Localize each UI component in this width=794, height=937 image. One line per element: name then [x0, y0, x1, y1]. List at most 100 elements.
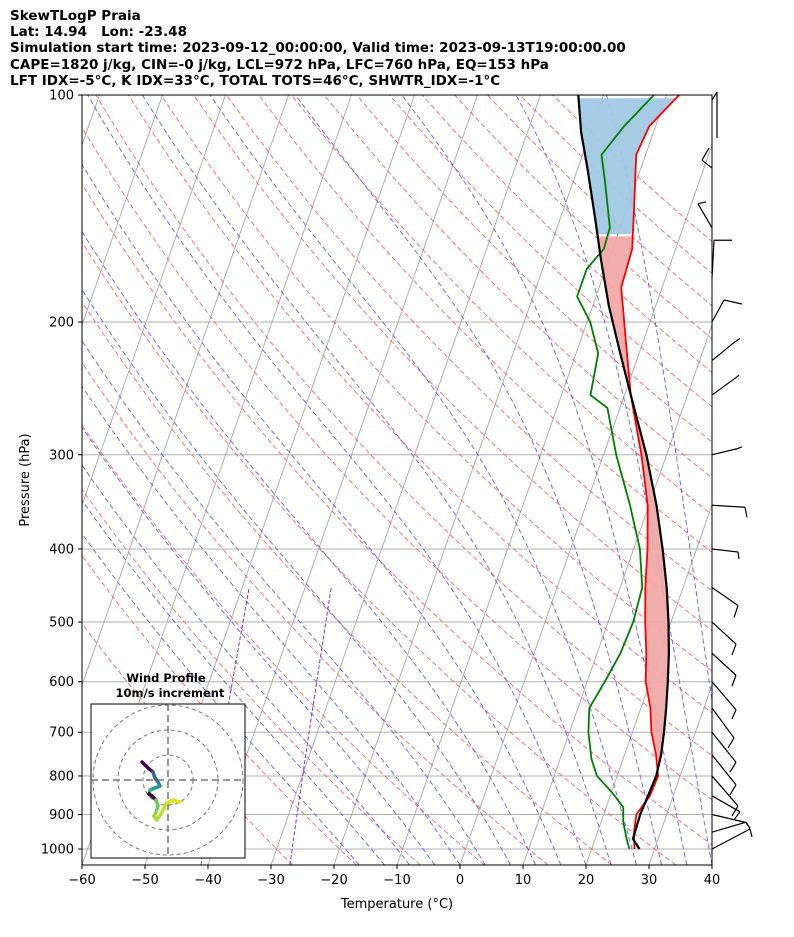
dry-adiabat-line [82, 126, 712, 801]
x-tick-label: 30 [641, 873, 658, 888]
reference-lines [82, 95, 712, 865]
moist-adiabat-line [209, 95, 637, 865]
y-tick-label: 300 [49, 448, 74, 463]
inset-title: Wind Profile [126, 671, 206, 685]
cape-cin-indices: CAPE=1820 j/kg, CIN=-0 j/kg, LCL=972 hPa… [10, 57, 549, 73]
wind-barb [701, 147, 713, 169]
dry-adiabat-line [160, 95, 712, 672]
x-tick-label: 40 [704, 873, 721, 888]
cape-area [597, 236, 669, 796]
dry-adiabat-line [258, 95, 712, 554]
isotherm-line [459, 143, 712, 865]
dry-adiabat-line [82, 183, 712, 846]
wind-barb [711, 775, 739, 817]
dry-adiabat-line [193, 95, 712, 632]
y-tick-label: 100 [49, 89, 74, 104]
wind-barbs [697, 91, 753, 850]
y-axis-label: Pressure (hPa) [18, 433, 33, 526]
wind-barb [711, 795, 741, 821]
wind-barb [711, 652, 737, 687]
wind-barb [711, 821, 751, 833]
isotherm-line [207, 95, 478, 865]
hodograph-trace [148, 784, 162, 792]
dry-adiabat-line [82, 300, 613, 865]
cin-area-upper [578, 98, 676, 235]
moist-adiabat-line [82, 464, 410, 865]
wind-barb [711, 446, 743, 456]
wind-barb [711, 338, 741, 362]
moist-adiabat-line [82, 288, 511, 865]
x-tick-label: −10 [383, 873, 410, 888]
profile-lines [576, 95, 680, 850]
y-tick-label: 400 [49, 542, 74, 557]
simulation-times: Simulation start time: 2023-09-12_00:00:… [10, 40, 626, 56]
wind-barb [711, 374, 740, 396]
wind-barb [711, 299, 743, 323]
isotherm-line [82, 95, 289, 687]
y-tick-label: 1000 [41, 843, 74, 858]
moist-adiabat-line [515, 95, 712, 865]
isotherm-line [82, 95, 226, 507]
wind-profile-inset: Wind Profile 10m/s increment [90, 671, 246, 859]
x-tick-label: 0 [456, 873, 464, 888]
moist-adiabat-line [82, 385, 461, 865]
x-tick-label: 20 [578, 873, 595, 888]
x-tick-label: −50 [131, 873, 158, 888]
moist-adiabat-line [87, 95, 587, 865]
isotherm-line [270, 95, 541, 865]
wind-barb [711, 731, 737, 773]
isotherm-line [82, 95, 163, 327]
temperature-line [620, 95, 680, 850]
x-axis: −60 −50 −40 −30 −20 −10 0 10 20 30 40 [68, 865, 720, 888]
dry-adiabat-line [552, 95, 712, 243]
wind-barb [711, 707, 735, 749]
isotherm-line [522, 323, 712, 865]
isotherm-line [648, 683, 712, 865]
y-tick-label: 900 [49, 808, 74, 823]
moist-adiabat-line [82, 426, 436, 865]
dry-adiabat-line [356, 95, 712, 443]
isotherm-line [585, 503, 712, 865]
wind-barb [711, 828, 753, 850]
dry-adiabat-line [487, 95, 712, 307]
dry-adiabat-line [82, 424, 485, 865]
y-tick-label: 600 [49, 675, 74, 690]
y-tick-label: 800 [49, 769, 74, 784]
sounding-title: SkewTLogP Praia [10, 8, 141, 24]
wind-barb [711, 587, 739, 618]
dry-adiabat-line [291, 95, 712, 516]
isotherm-line [333, 95, 604, 865]
wind-barb [711, 681, 737, 719]
isotherm-line [82, 95, 100, 147]
x-tick-label: −30 [257, 873, 284, 888]
y-tick-label: 500 [49, 616, 74, 631]
wind-barb [711, 504, 748, 518]
wind-barb [711, 239, 732, 279]
wind-barb [711, 91, 718, 138]
wind-barb [711, 548, 740, 560]
mixing-ratio-line [289, 587, 332, 865]
dry-adiabat-line [82, 554, 357, 865]
x-axis-label: Temperature (°C) [340, 897, 453, 912]
dry-adiabat-line [225, 95, 712, 592]
inset-subtitle: 10m/s increment [116, 686, 225, 700]
wind-barb [711, 754, 737, 796]
moist-adiabat-line [82, 230, 537, 865]
x-tick-label: −40 [194, 873, 221, 888]
dry-adiabat-line [82, 241, 677, 865]
parcel-line [577, 95, 671, 850]
moist-adiabat-line [606, 95, 712, 705]
location-coordinates: Lat: 14.94 Lon: -23.48 [10, 24, 187, 40]
dry-adiabat-line [389, 95, 712, 408]
x-tick-label: −60 [68, 873, 95, 888]
x-tick-label: 10 [515, 873, 532, 888]
y-tick-label: 700 [49, 726, 74, 741]
dry-adiabat-line [82, 361, 549, 865]
moist-adiabat-line [141, 95, 612, 865]
moist-adiabat-line [82, 163, 562, 865]
x-tick-label: −20 [320, 873, 347, 888]
y-axis: 100 200 300 400 500 600 700 800 900 1000 [41, 89, 82, 858]
y-tick-label: 200 [49, 315, 74, 330]
stability-indices: LFT IDX=-5°C, K IDX=33°C, TOTAL TOTS=46°… [10, 73, 501, 89]
wind-barb [711, 621, 737, 656]
